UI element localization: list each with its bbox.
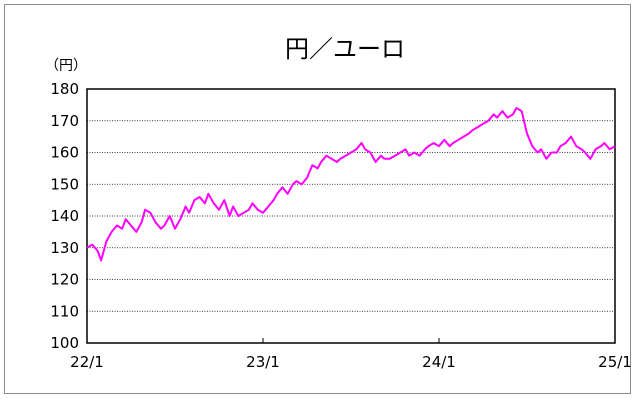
plot-border <box>86 88 616 344</box>
plot-area: 100 110 120 130 140 150 160 170 180 22/1 23/1 24/1 2… <box>50 80 631 371</box>
x-tick-label-2: 24/1 <box>422 353 456 371</box>
series-line-0 <box>86 107 616 262</box>
y-tick-label-130: 130 <box>50 239 79 257</box>
y-tick-label-170: 170 <box>50 112 79 130</box>
y-axis-unit-label: （円） <box>45 58 87 74</box>
y-tick-label-150: 150 <box>50 175 79 193</box>
x-tick-label-3: 25/1 <box>598 353 632 371</box>
y-tick-label-160: 160 <box>50 144 79 162</box>
x-tick-label-1: 23/1 <box>246 353 280 371</box>
y-tick-label-140: 140 <box>50 207 79 225</box>
y-tick-label-180: 180 <box>50 80 79 98</box>
x-tick-label-0: 22/1 <box>70 353 104 371</box>
chart-frame <box>4 4 631 394</box>
y-tick-label-100: 100 <box>50 334 79 352</box>
chart-title: 円／ユーロ <box>285 35 405 63</box>
y-tick-label-110: 110 <box>50 302 79 320</box>
y-tick-label-120: 120 <box>50 271 79 289</box>
